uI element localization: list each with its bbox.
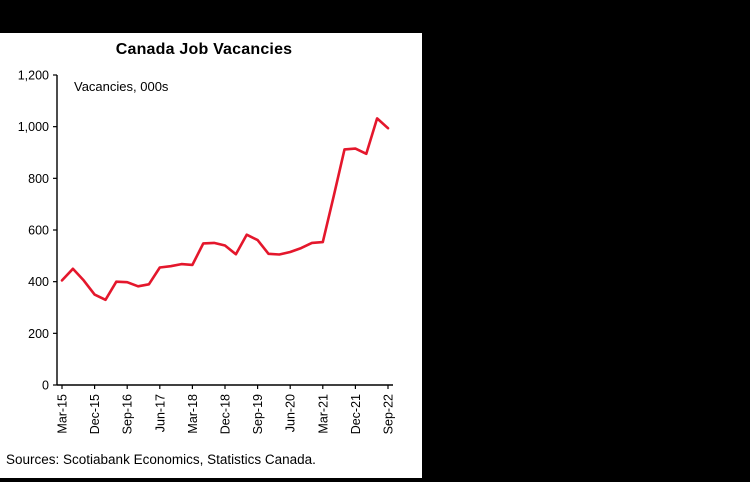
y-tick-label: 0 [42, 379, 49, 393]
y-tick-label: 600 [28, 224, 49, 238]
y-axis-unit-label: Vacancies, 000s [74, 79, 169, 94]
x-tick-label: Sep-19 [251, 394, 265, 434]
source-note: Sources: Scotiabank Economics, Statistic… [6, 452, 316, 467]
x-tick-label: Mar-18 [186, 394, 200, 434]
y-tick-label: 1,000 [18, 120, 49, 134]
chart-title: Canada Job Vacancies [115, 41, 293, 58]
y-tick-label: 200 [28, 327, 49, 341]
x-tick-label: Dec-15 [88, 394, 102, 434]
y-tick-label: 800 [28, 172, 49, 186]
vacancies-series-line [60, 117, 390, 302]
x-tick-label: Sep-16 [121, 394, 135, 434]
x-tick-label: Mar-15 [56, 394, 70, 434]
x-tick-label: Dec-18 [219, 394, 233, 434]
vacancies-line-chart: 0 200 400 600 800 1,000 1,200 Mar-15 Dec-15 Sep-1… [18, 69, 396, 435]
x-tick-label: Jun-20 [284, 394, 298, 432]
y-tick-label: 400 [28, 275, 49, 289]
x-tick-label: Mar-21 [316, 394, 330, 434]
y-tick-label: 1,200 [18, 69, 49, 83]
x-tick-label: Dec-21 [349, 394, 363, 434]
x-tick-label: Sep-22 [382, 394, 396, 434]
chart-panel: Canada Job Vacancies Vacancies, 000s 0 20… [0, 33, 422, 478]
x-tick-label: Jun-17 [153, 394, 167, 432]
